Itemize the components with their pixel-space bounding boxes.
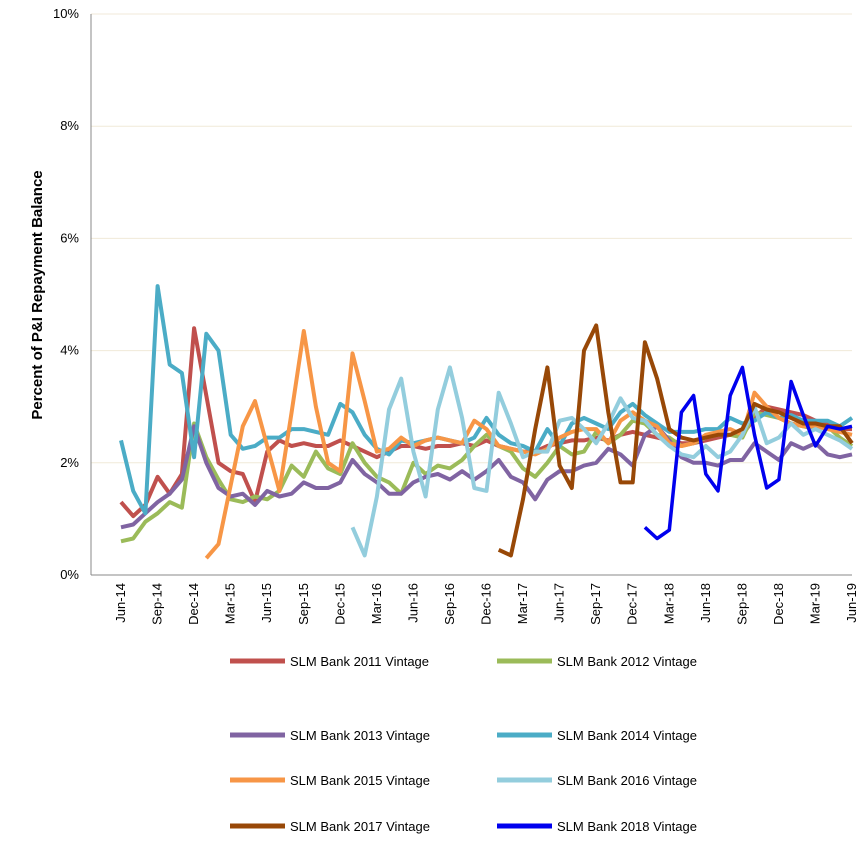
x-tick-label: Jun-18 — [698, 583, 713, 623]
legend-label: SLM Bank 2018 Vintage — [557, 819, 697, 834]
x-tick-label: Mar-18 — [661, 583, 676, 624]
y-tick-label: 0% — [60, 567, 79, 582]
x-tick-label: Dec-17 — [625, 583, 640, 625]
y-tick-label: 6% — [60, 230, 79, 245]
y-tick-label: 10% — [53, 6, 79, 21]
x-tick-label: Jun-19 — [844, 583, 859, 623]
x-tick-label: Mar-16 — [369, 583, 384, 624]
y-tick-label: 8% — [60, 118, 79, 133]
x-tick-label: Jun-16 — [405, 583, 420, 623]
legend-label: SLM Bank 2015 Vintage — [290, 773, 430, 788]
x-tick-label: Jun-15 — [259, 583, 274, 623]
x-tick-label: Mar-15 — [223, 583, 238, 624]
series-line — [120, 424, 853, 530]
legend-label: SLM Bank 2012 Vintage — [557, 654, 697, 669]
legend-label: SLM Bank 2014 Vintage — [557, 728, 697, 743]
legend-label: SLM Bank 2016 Vintage — [557, 773, 697, 788]
x-tick-label: Dec-15 — [332, 583, 347, 625]
y-axis-label: Percent of P&I Repayment Balance — [29, 170, 46, 419]
y-tick-label: 4% — [60, 343, 79, 358]
x-tick-label: Dec-14 — [186, 583, 201, 625]
x-tick-label: Mar-19 — [807, 583, 822, 624]
series-line — [643, 365, 853, 541]
x-tick-label: Mar-17 — [515, 583, 530, 624]
x-tick-label: Sep-15 — [296, 583, 311, 625]
x-tick-label: Jun-17 — [552, 583, 567, 623]
legend-label: SLM Bank 2017 Vintage — [290, 819, 430, 834]
legend-label: SLM Bank 2011 Vintage — [290, 654, 429, 669]
x-tick-label: Jun-14 — [113, 583, 128, 623]
series-line — [350, 365, 854, 558]
x-tick-label: Dec-18 — [771, 583, 786, 625]
x-tick-label: Dec-16 — [479, 583, 494, 625]
x-tick-label: Sep-18 — [734, 583, 749, 625]
series-line — [497, 323, 854, 558]
x-tick-label: Sep-17 — [588, 583, 603, 625]
y-tick-label: 2% — [60, 455, 79, 470]
x-tick-label: Sep-14 — [150, 583, 165, 625]
x-tick-label: Sep-16 — [442, 583, 457, 625]
series-line — [119, 284, 854, 516]
legend-label: SLM Bank 2013 Vintage — [290, 728, 430, 743]
